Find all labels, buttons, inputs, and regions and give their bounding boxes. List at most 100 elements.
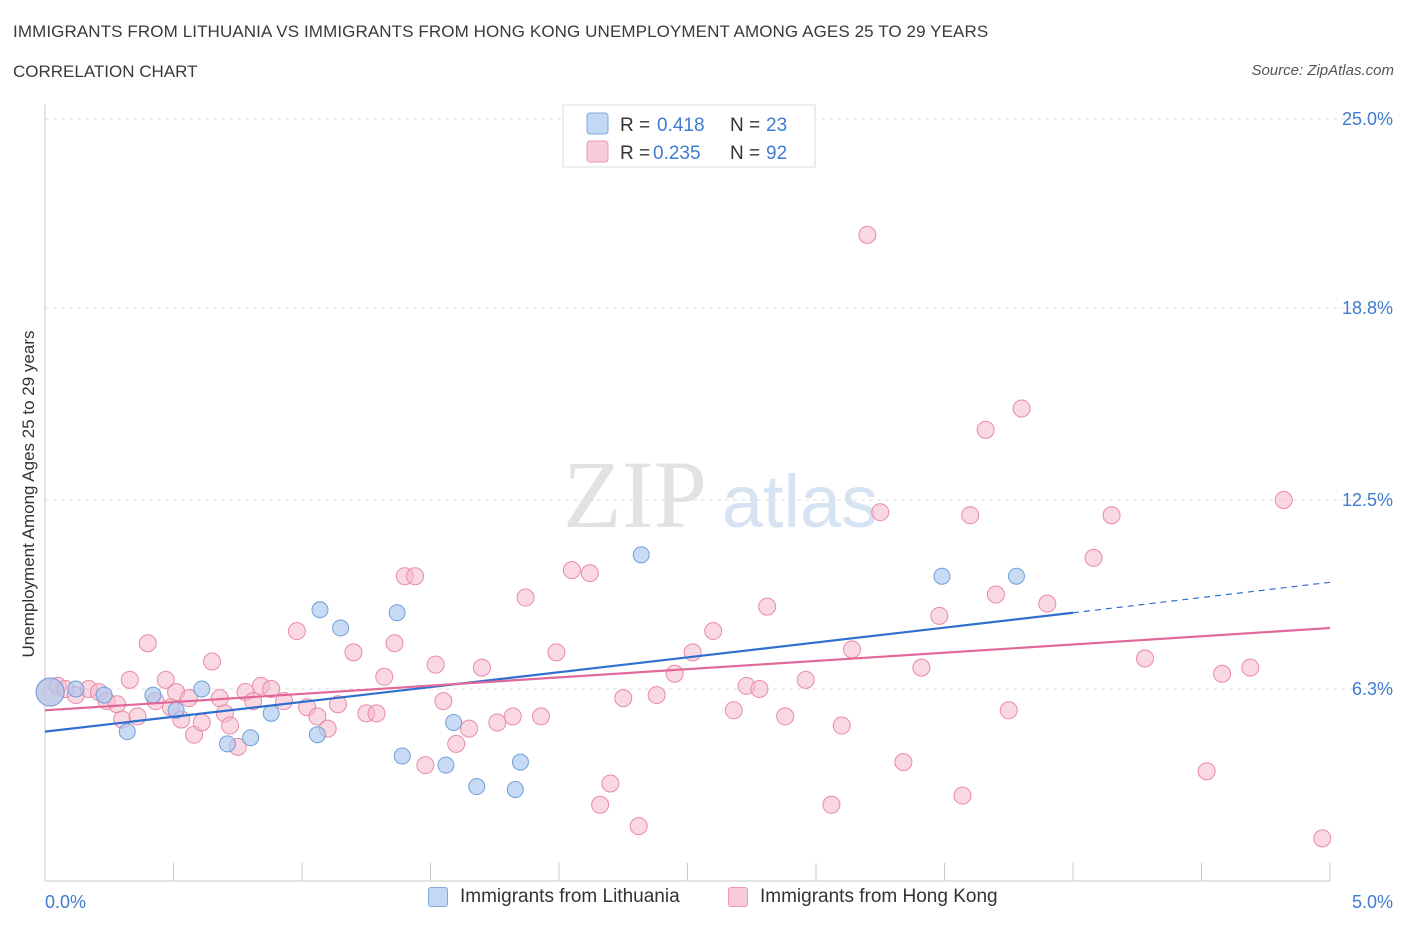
chart-title: IMMIGRANTS FROM LITHUANIA VS IMMIGRANTS … — [13, 22, 989, 41]
legend-bottom-swatch-lithuania — [428, 887, 448, 907]
trend-lines — [44, 581, 1331, 733]
point-hong-kong — [192, 713, 211, 732]
point-hong-kong — [796, 670, 815, 689]
point-hong-kong — [203, 652, 222, 671]
point-hong-kong — [488, 713, 507, 732]
legend-top: R = 0.418 N = 23 R = 0.235 N = 92 — [562, 104, 816, 168]
source-credit: Source: ZipAtlas.com — [1251, 62, 1394, 79]
point-lithuania — [511, 753, 529, 771]
point-hong-kong — [999, 701, 1018, 720]
point-lithuania — [67, 680, 85, 698]
point-hong-kong — [871, 503, 890, 522]
point-hong-kong — [375, 667, 394, 686]
point-hong-kong — [832, 716, 851, 735]
point-hong-kong — [503, 707, 522, 726]
y-tick-label: 12.5% — [1342, 490, 1393, 510]
point-hong-kong — [562, 561, 581, 580]
point-hong-kong — [434, 692, 453, 711]
series-lithuania-points — [35, 546, 1025, 799]
point-lithuania — [144, 686, 162, 704]
point-hong-kong — [894, 753, 913, 772]
x-axis-ticks — [44, 863, 1331, 881]
y-tick-label: 18.8% — [1342, 298, 1393, 318]
legend-n-value-lithuania: 23 — [766, 115, 787, 136]
point-hong-kong — [516, 588, 535, 607]
point-hong-kong — [986, 585, 1005, 604]
point-hong-kong — [912, 658, 931, 677]
legend-r-value-hong-kong: 0.235 — [653, 143, 701, 164]
point-hong-kong — [1274, 491, 1293, 509]
legend-item-hong-kong: Immigrants from Hong Kong — [728, 886, 998, 908]
gridlines — [45, 118, 1390, 690]
point-hong-kong — [472, 658, 491, 677]
point-hong-kong — [138, 634, 157, 653]
point-hong-kong — [601, 774, 620, 793]
y-tick-labels: 6.3% 12.5% 18.8% 25.0% — [1342, 109, 1393, 699]
point-hong-kong — [1135, 649, 1154, 668]
point-hong-kong — [1213, 664, 1232, 683]
legend-bottom-label-hong-kong: Immigrants from Hong Kong — [760, 886, 998, 907]
point-hong-kong — [221, 716, 240, 735]
point-lithuania — [437, 756, 455, 774]
point-lithuania — [311, 601, 329, 619]
point-hong-kong — [1241, 658, 1260, 677]
x-tick-label-max: 5.0% — [1352, 892, 1393, 912]
legend-n-value-hong-kong: 92 — [766, 143, 787, 164]
point-lithuania — [95, 686, 113, 704]
point-hong-kong — [758, 597, 777, 616]
point-hong-kong — [447, 734, 466, 753]
x-tick-label-min: 0.0% — [45, 892, 86, 912]
point-hong-kong — [930, 606, 949, 625]
point-lithuania — [35, 677, 65, 707]
point-lithuania — [193, 680, 211, 698]
point-hong-kong — [1038, 594, 1057, 613]
point-lithuania — [393, 747, 411, 765]
point-lithuania — [218, 735, 236, 753]
point-hong-kong — [750, 679, 769, 698]
trend-line-hong-kong — [44, 626, 1331, 712]
point-hong-kong — [460, 719, 479, 738]
point-hong-kong — [385, 634, 404, 653]
point-lithuania — [445, 714, 463, 732]
point-hong-kong — [724, 701, 743, 720]
point-hong-kong — [976, 420, 995, 439]
point-lithuania — [332, 619, 350, 637]
legend-bottom: Immigrants from Lithuania Immigrants fro… — [0, 886, 1406, 918]
point-hong-kong — [416, 756, 435, 775]
trend-line-lithuania-extension — [1072, 581, 1331, 614]
point-hong-kong — [344, 643, 363, 662]
y-tick-label: 6.3% — [1352, 679, 1393, 699]
point-hong-kong — [822, 795, 841, 814]
point-lithuania — [1007, 567, 1025, 585]
point-hong-kong — [1084, 548, 1103, 567]
legend-bottom-label-lithuania: Immigrants from Lithuania — [460, 886, 680, 907]
legend-bottom-swatch-hong-kong — [728, 887, 748, 907]
point-hong-kong — [647, 686, 666, 705]
point-hong-kong — [842, 640, 861, 659]
point-hong-kong — [1197, 762, 1216, 781]
point-hong-kong — [1102, 506, 1121, 525]
legend-swatch-hong-kong — [586, 140, 609, 163]
trend-line-lithuania — [44, 611, 1074, 733]
legend-item-lithuania: Immigrants from Lithuania — [428, 886, 680, 908]
point-hong-kong — [591, 795, 610, 814]
legend-r-label-hong-kong: R = — [620, 143, 650, 164]
point-hong-kong — [629, 817, 648, 836]
point-lithuania — [468, 778, 486, 796]
y-tick-label: 25.0% — [1342, 109, 1393, 129]
point-hong-kong — [1313, 829, 1332, 848]
watermark-atlas: atlas — [722, 460, 878, 543]
point-hong-kong — [547, 643, 566, 662]
point-lithuania — [388, 604, 406, 622]
y-axis-title: Unemployment Among Ages 25 to 29 years — [19, 331, 38, 658]
legend-n-label-lithuania: N = — [730, 115, 760, 136]
legend-swatch-lithuania — [586, 112, 609, 135]
point-hong-kong — [961, 506, 980, 525]
series-hong-kong-points — [35, 225, 1332, 848]
point-lithuania — [242, 729, 260, 747]
point-hong-kong — [287, 622, 306, 641]
point-lithuania — [632, 546, 650, 564]
point-hong-kong — [704, 622, 723, 641]
point-hong-kong — [308, 707, 327, 726]
